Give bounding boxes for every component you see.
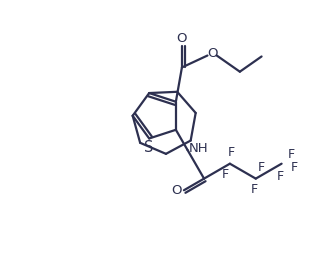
Text: O: O bbox=[207, 47, 218, 60]
Text: NH: NH bbox=[188, 142, 208, 155]
Text: O: O bbox=[171, 184, 182, 198]
Text: F: F bbox=[221, 168, 228, 181]
Text: F: F bbox=[291, 161, 298, 173]
Text: F: F bbox=[276, 170, 283, 183]
Text: S: S bbox=[145, 140, 154, 155]
Text: O: O bbox=[177, 32, 187, 45]
Text: F: F bbox=[228, 146, 235, 159]
Text: F: F bbox=[250, 183, 258, 196]
Text: F: F bbox=[288, 148, 295, 161]
Text: F: F bbox=[258, 161, 265, 174]
